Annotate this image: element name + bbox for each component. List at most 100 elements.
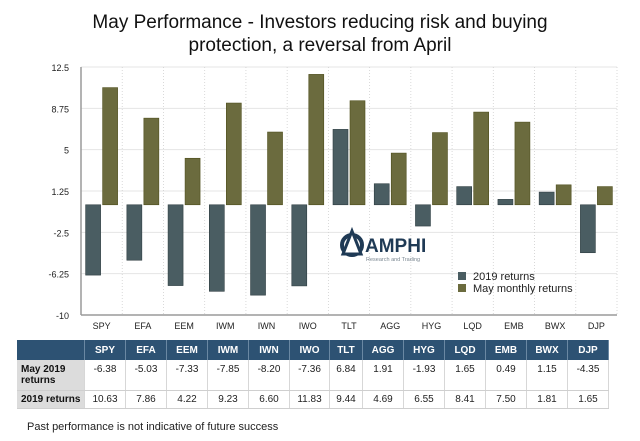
y-tick-label: 5: [64, 146, 69, 156]
column-header: EEM: [166, 340, 208, 360]
x-tick-label: EFA: [134, 321, 151, 331]
column-header: IWO: [289, 340, 330, 360]
column-header: EFA: [125, 340, 167, 360]
x-tick-label: EMB: [504, 321, 524, 331]
table-cell: 6.84: [329, 360, 363, 391]
bar-may-monthly-returns: [349, 100, 366, 206]
legend-swatch: [458, 284, 466, 292]
table-cell: 7.86: [125, 390, 167, 409]
bar-may-monthly-returns: [597, 186, 613, 206]
chart-title-line-1: May Performance - Investors reducing ris…: [92, 12, 548, 33]
column-header: HYG: [403, 340, 445, 360]
bar-may-monthly-returns: [184, 157, 201, 206]
table-cell: 1.15: [526, 360, 568, 391]
column-header: TLT: [329, 340, 363, 360]
table-cell: 6.55: [403, 390, 445, 409]
table-cell: 9.44: [329, 390, 363, 409]
table-cell: 1.65: [444, 360, 486, 391]
column-header: LQD: [444, 340, 486, 360]
bar-2019-returns: [538, 191, 555, 206]
amphi-logo: AMPHI Research and Trading: [340, 226, 426, 263]
legend-label: 2019 returns: [473, 271, 535, 283]
x-tick-label: EEM: [174, 321, 194, 331]
bar-2019-returns: [332, 129, 349, 206]
bar-may-monthly-returns: [267, 131, 283, 206]
table-cell: 11.83: [289, 390, 330, 409]
table-row: May 2019 returns -6.38 -5.03 -7.33 -7.85 -8.2…: [17, 360, 609, 391]
y-tick-label: 1.25: [51, 187, 69, 197]
column-header: BWX: [526, 340, 568, 360]
table-corner-cell: [17, 340, 85, 360]
bars: [85, 74, 613, 296]
bar-may-monthly-returns: [102, 87, 118, 206]
x-tick-label: DJP: [588, 321, 605, 331]
amphi-logo-icon: [340, 226, 364, 257]
bar-2019-returns: [291, 204, 308, 287]
x-tick-label: LQD: [463, 321, 482, 331]
row-header: May 2019 returns: [17, 360, 85, 391]
legend-swatch: [458, 272, 466, 280]
logo-name: AMPHI: [365, 236, 426, 257]
bar-2019-returns: [126, 204, 143, 261]
bar-2019-returns: [497, 199, 514, 206]
column-header: SPY: [84, 340, 126, 360]
table-cell: 4.69: [362, 390, 404, 409]
bar-2019-returns: [85, 204, 101, 276]
bar-2019-returns: [250, 204, 266, 296]
bar-may-monthly-returns: [432, 132, 448, 206]
y-tick-label: -6.25: [48, 270, 69, 280]
bar-2019-returns: [209, 204, 225, 292]
bar-may-monthly-returns: [143, 117, 160, 206]
x-tick-label: TLT: [341, 321, 357, 331]
bar-2019-returns: [167, 204, 184, 286]
bar-2019-returns: [456, 186, 472, 206]
bar-may-monthly-returns: [390, 152, 407, 206]
column-header: IWM: [207, 340, 249, 360]
legend-label: May monthly returns: [473, 283, 573, 295]
x-tick-label: IWO: [299, 321, 317, 331]
y-tick-label: -10: [56, 311, 69, 321]
bar-may-monthly-returns: [308, 74, 325, 206]
table-cell: -1.93: [403, 360, 445, 391]
bar-may-monthly-returns: [514, 121, 531, 206]
column-header: IWN: [248, 340, 290, 360]
table-cell: -7.33: [166, 360, 208, 391]
x-tick-label: IWM: [216, 321, 235, 331]
y-tick-label: -2.5: [53, 228, 69, 238]
table-header-row: SPY EFA EEM IWM IWN IWO TLT AGG HYG LQD EMB BWX DJP: [17, 340, 609, 360]
table-cell: 1.91: [362, 360, 404, 391]
table-cell: 8.41: [444, 390, 486, 409]
table-cell: -5.03: [125, 360, 167, 391]
column-header: EMB: [485, 340, 527, 360]
y-tick-label: 8.75: [51, 104, 69, 114]
bar-2019-returns: [580, 204, 596, 254]
x-tick-label: IWN: [258, 321, 276, 331]
grid-lines: [81, 66, 618, 316]
table-cell: -7.36: [289, 360, 330, 391]
table-row: 2019 returns 10.63 7.86 4.22 9.23 6.60 11.83 9.…: [17, 390, 609, 409]
table-cell: -6.38: [84, 360, 126, 391]
table-cell: -4.35: [567, 360, 609, 391]
y-tick-label: 12.5: [51, 63, 69, 73]
x-tick-label: BWX: [545, 321, 566, 331]
bar-may-monthly-returns: [473, 111, 489, 206]
table-cell: -7.85: [207, 360, 249, 391]
table-cell: 9.23: [207, 390, 249, 409]
table-cell: -8.20: [248, 360, 290, 391]
axes: 12.5 8.75 5 1.25 -2.5 -6.25 -10 SPY EFA EEM IWM IWN…: [48, 63, 617, 331]
x-tick-label: HYG: [422, 321, 442, 331]
table-cell: 1.65: [567, 390, 609, 409]
bar-may-monthly-returns: [555, 184, 572, 206]
logo-tagline: Research and Trading: [366, 257, 420, 263]
bar-chart: 12.5 8.75 5 1.25 -2.5 -6.25 -10 SPY EFA EEM IWM IWN…: [48, 63, 618, 331]
chart-title: May Performance - Investors reducing ris…: [0, 11, 640, 57]
column-header: DJP: [567, 340, 609, 360]
table-cell: 0.49: [485, 360, 527, 391]
x-tick-label: SPY: [93, 321, 111, 331]
returns-table: SPY EFA EEM IWM IWN IWO TLT AGG HYG LQD EMB BWX DJP …: [17, 340, 609, 409]
column-header: AGG: [362, 340, 404, 360]
table-cell: 7.50: [485, 390, 527, 409]
x-tick-label: AGG: [380, 321, 400, 331]
table-cell: 4.22: [166, 390, 208, 409]
